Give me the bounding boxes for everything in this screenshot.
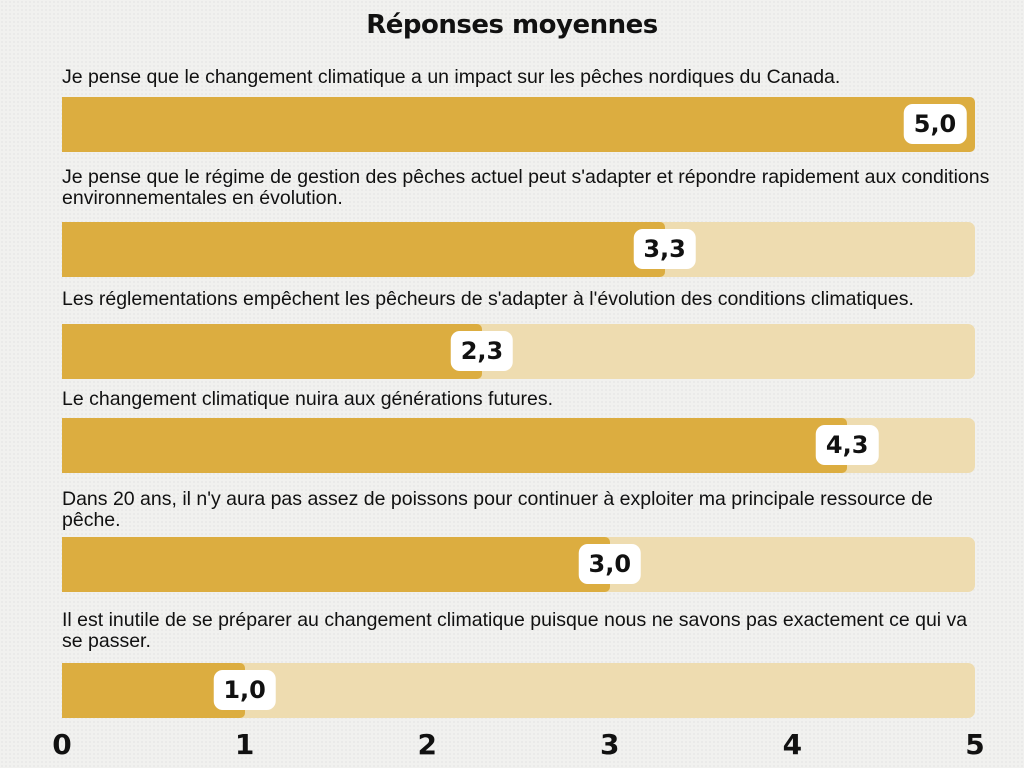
question-label: Il est inutile de se préparer au changem… <box>62 609 968 652</box>
bar <box>62 222 665 277</box>
value-label: 3,3 <box>633 229 696 269</box>
value-label: 1,0 <box>213 670 276 710</box>
value-label: 5,0 <box>903 104 967 144</box>
question-label: Dans 20 ans, il n'y aura pas assez de po… <box>62 488 933 531</box>
bar-track <box>62 97 975 152</box>
x-tick-label: 3 <box>600 728 620 761</box>
bar <box>62 324 482 379</box>
bar <box>62 418 848 473</box>
question-label: Je pense que le régime de gestion des pê… <box>62 166 990 209</box>
bar-track <box>62 324 975 379</box>
x-tick-label: 0 <box>52 728 72 761</box>
question-label: Le changement climatique nuira aux génér… <box>62 388 554 410</box>
x-tick-label: 2 <box>417 728 437 761</box>
bar <box>62 97 975 152</box>
value-label: 3,0 <box>578 544 642 584</box>
bar-track <box>62 537 975 592</box>
bar-track <box>62 222 975 277</box>
question-label: Les réglementations empêchent les pêcheu… <box>62 288 914 310</box>
x-tick-label: 4 <box>782 728 803 761</box>
bar-track <box>62 663 975 718</box>
x-tick-label: 1 <box>234 728 255 761</box>
chart-title: Réponses moyennes <box>366 10 658 40</box>
bar <box>62 537 610 592</box>
value-label: 4,3 <box>815 425 879 465</box>
question-label: Je pense que le changement climatique a … <box>62 66 841 88</box>
x-tick-label: 5 <box>965 728 985 761</box>
value-label: 2,3 <box>450 331 514 371</box>
